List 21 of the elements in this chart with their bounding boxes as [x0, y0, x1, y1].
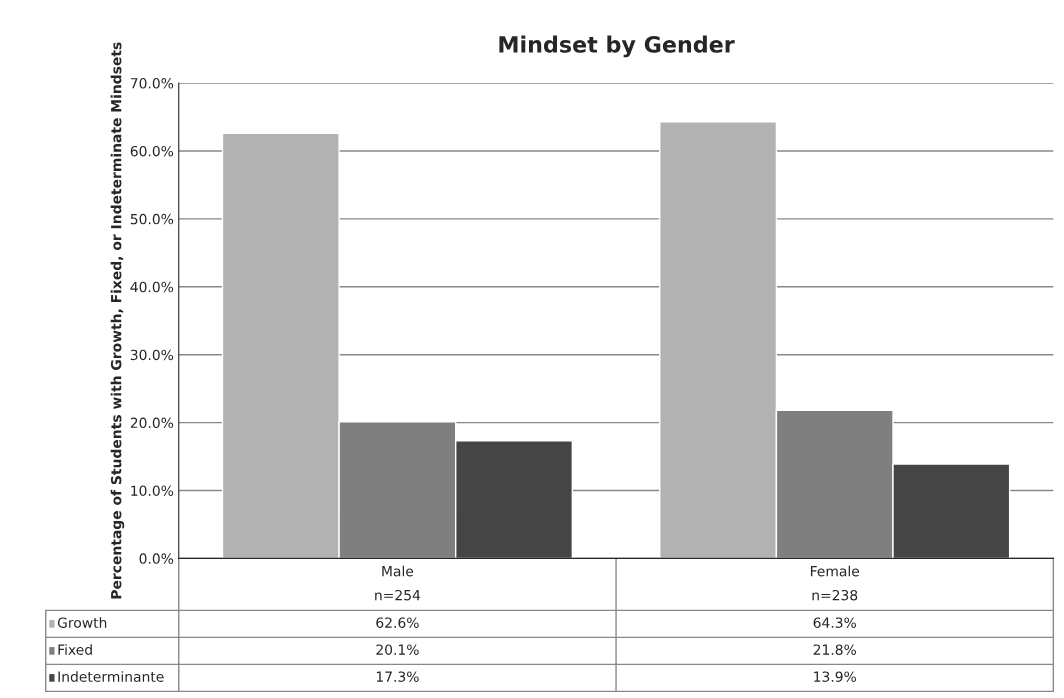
x-tick-label: Female n=238: [810, 565, 860, 601]
data-label: 13.9%: [814, 671, 856, 682]
data-label: 64.3%: [813, 617, 856, 628]
y-tick-label: 10.0%: [131, 485, 174, 496]
y-tick-label: 60.0%: [130, 145, 174, 157]
y-tick-label: 70.0%: [130, 78, 174, 89]
legend-label: Fixed: [58, 644, 92, 655]
y-tick-label: 30.0%: [130, 349, 174, 361]
legend-label: Indeterminante: [58, 671, 164, 682]
data-label: 17.3%: [376, 671, 419, 682]
data-label: 21.8%: [813, 644, 856, 655]
chart-title: Mindset by Gender: [499, 35, 735, 58]
y-tick-label: 40.0%: [130, 281, 174, 293]
y-tick-label: 20.0%: [130, 417, 174, 429]
y-axis-title: Percentage of Students with Growth, Fixed, or Indeterminate Mindsets: [110, 42, 125, 599]
data-label: 20.1%: [376, 644, 419, 655]
legend-label: Growth: [57, 617, 107, 628]
x-tick-label: Male n=254: [375, 565, 421, 601]
y-tick-label: 0.0%: [139, 553, 174, 564]
data-label: 62.6%: [376, 617, 419, 628]
y-tick-label: 50.0%: [130, 213, 174, 225]
